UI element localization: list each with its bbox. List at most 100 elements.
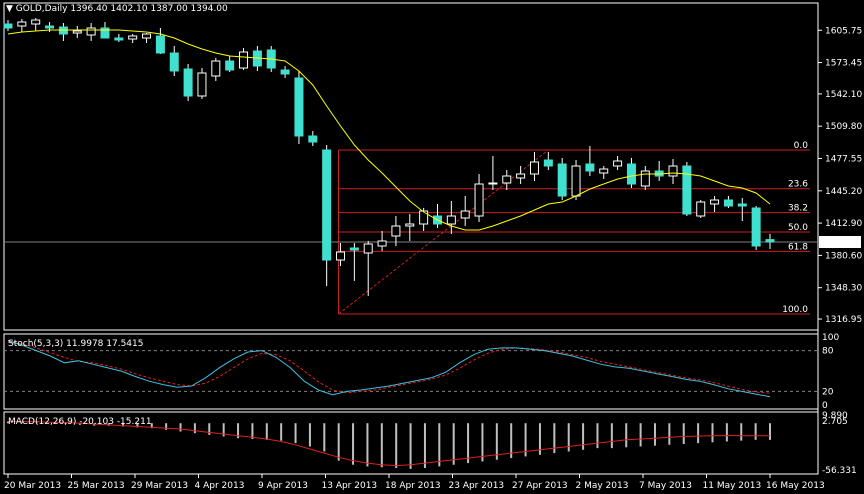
candle (557, 163, 567, 197)
fib-level-label: 23.6 (788, 180, 808, 190)
stoch-axis-label: 100 (822, 333, 839, 343)
price-tick-label: 1542.10 (825, 90, 862, 100)
date-label: 25 Mar 2013 (68, 481, 125, 491)
date-label: 23 Apr 2013 (449, 481, 505, 491)
date-label: 4 Apr 2013 (195, 481, 245, 491)
stoch-axis-label: 80 (822, 347, 834, 357)
candle (446, 215, 456, 225)
price-tick-label: 1477.55 (825, 154, 862, 164)
candle (668, 165, 678, 177)
date-label: 18 Apr 2013 (385, 481, 441, 491)
fib-level-label: 38.2 (788, 204, 808, 214)
price-tick-label: 1509.80 (825, 122, 862, 132)
candle (516, 173, 526, 179)
fib-level-label: 100.0 (782, 305, 808, 315)
candle (765, 239, 775, 243)
date-label: 20 Mar 2013 (4, 481, 61, 491)
date-label: 2 May 2013 (576, 481, 629, 491)
candle (72, 30, 82, 34)
candle (599, 168, 609, 174)
candle (155, 35, 165, 54)
price-tick-label: 1316.95 (825, 315, 862, 325)
candle (142, 33, 152, 39)
candle (17, 21, 27, 27)
candle (529, 161, 539, 175)
candle (751, 207, 761, 247)
date-label: 7 May 2013 (639, 481, 692, 491)
candle (114, 37, 124, 41)
candle (405, 223, 415, 227)
candle (128, 35, 138, 40)
macd-signal-line (8, 421, 770, 467)
candle (239, 51, 249, 69)
candle (710, 199, 720, 205)
macd-axis-label: 9.890 (822, 411, 848, 421)
price-panel (3, 2, 819, 331)
candle (100, 27, 110, 39)
candle (86, 27, 96, 36)
candle (682, 165, 692, 215)
candle (737, 203, 747, 207)
candle (626, 163, 636, 185)
candle (169, 52, 179, 72)
fib-level-label: 50.0 (788, 223, 808, 233)
current-price-label: 1394.00 (822, 238, 859, 248)
candle (225, 60, 235, 71)
candle (197, 72, 207, 97)
price-tick-label: 1605.75 (825, 26, 862, 36)
current-price-badge (819, 236, 861, 248)
stoch-axis-label: 0 (822, 401, 828, 411)
stoch-signal-line (7, 341, 771, 394)
chart-header: ▼ GOLD,Daily 1396.40 1402.10 1387.00 139… (6, 4, 228, 14)
price-tick-label: 1380.60 (825, 251, 862, 261)
price-tick-label: 1445.20 (825, 187, 862, 197)
candle (211, 60, 221, 77)
price-tick-label: 1348.30 (825, 284, 862, 294)
candle (543, 159, 553, 167)
candle (31, 19, 41, 25)
symbol-label: GOLD,Daily (15, 4, 68, 14)
candle (488, 182, 498, 185)
candle (460, 210, 470, 219)
candle (613, 160, 623, 167)
candle (585, 163, 595, 172)
date-label: 29 Mar 2013 (131, 481, 188, 491)
fib-level-label: 0.0 (794, 141, 809, 151)
macd-axis-label: -56.331 (822, 466, 857, 476)
candle (474, 183, 484, 217)
ohlc-values: 1396.40 1402.10 1387.00 1394.00 (70, 4, 228, 14)
candle (377, 240, 387, 247)
date-label: 13 Apr 2013 (322, 481, 378, 491)
candle (419, 210, 429, 225)
stoch-header: Stoch(5,3,3) 11.9978 17.5415 (8, 339, 143, 349)
candle (696, 201, 706, 217)
candle (45, 25, 55, 29)
macd-header: MACD(12,26,9) -20.103 -15.211 (8, 417, 152, 427)
date-label: 11 May 2013 (703, 481, 762, 491)
candle (308, 135, 318, 143)
stoch-main-line (7, 339, 771, 398)
candle (322, 149, 332, 261)
dropdown-triangle-icon[interactable]: ▼ (6, 4, 13, 14)
price-tick-label: 1573.45 (825, 59, 862, 69)
macd-axis-label: 2.705 (822, 417, 848, 427)
candle (640, 170, 650, 187)
candle (3, 23, 13, 29)
candle (349, 247, 359, 251)
candle (502, 175, 512, 184)
candle (363, 243, 373, 254)
candle (280, 69, 290, 75)
candle (571, 165, 581, 197)
date-label: 27 Apr 2013 (512, 481, 568, 491)
fib-level-label: 61.8 (788, 242, 808, 252)
candle (336, 251, 346, 261)
candle (183, 68, 193, 97)
candle (391, 225, 401, 237)
candle (294, 77, 304, 137)
candle (723, 199, 733, 207)
date-label: 16 May 2013 (766, 481, 825, 491)
fib-trend-line (338, 149, 549, 315)
stoch-axis-label: 20 (822, 387, 834, 397)
date-label: 9 Apr 2013 (258, 481, 308, 491)
